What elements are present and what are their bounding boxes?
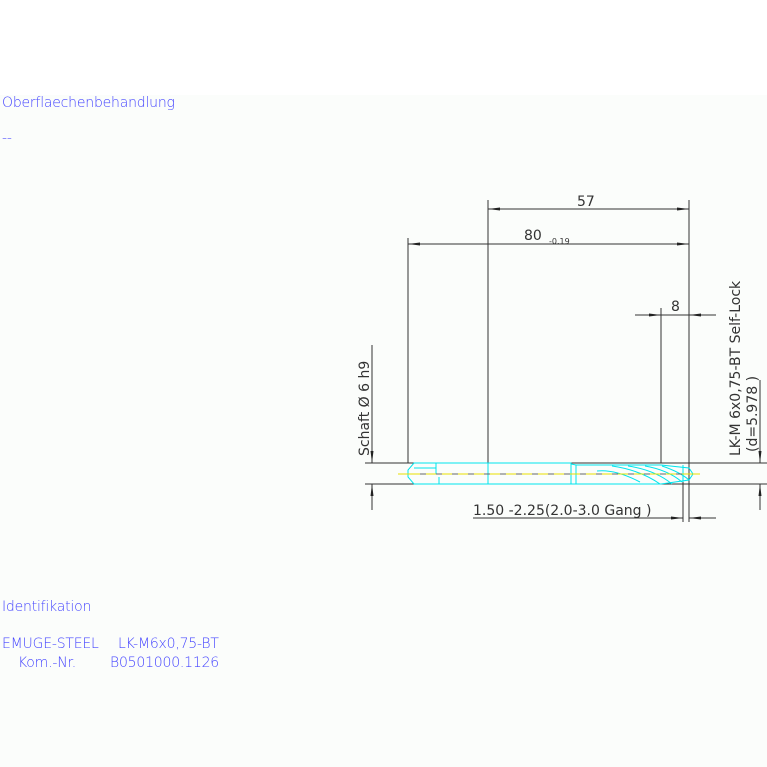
surface-treatment-label: Oberflaechenbehandlung <box>2 95 175 111</box>
identification-kom-label: Kom.-Nr. <box>18 655 76 671</box>
dim-57: 57 <box>577 194 595 210</box>
identification-brand: EMUGE-STEEL <box>2 636 99 652</box>
dim-80-tolerance: -0.19 <box>549 237 570 246</box>
thread-label: LK-M 6x0,75-BT Self-Lock <box>728 280 744 456</box>
identification-product: LK-M6x0,75-BT <box>118 636 219 652</box>
dim-8: 8 <box>671 299 680 315</box>
chamfer-label: 1.50 -2.25(2.0-3.0 Gang ) <box>473 503 651 519</box>
dim-80: 80 <box>524 228 542 244</box>
thread-diameter: (d=5.978 ) <box>745 376 761 452</box>
dimension-lines <box>365 200 767 522</box>
identification-label: Identifikation <box>2 599 92 615</box>
identification-kom-number: B0501000.1126 <box>110 655 219 671</box>
shank-label: Schaft Ø 6 h9 <box>357 361 373 456</box>
drawing-sheet <box>0 95 767 767</box>
surface-treatment-value: -- <box>2 130 12 146</box>
